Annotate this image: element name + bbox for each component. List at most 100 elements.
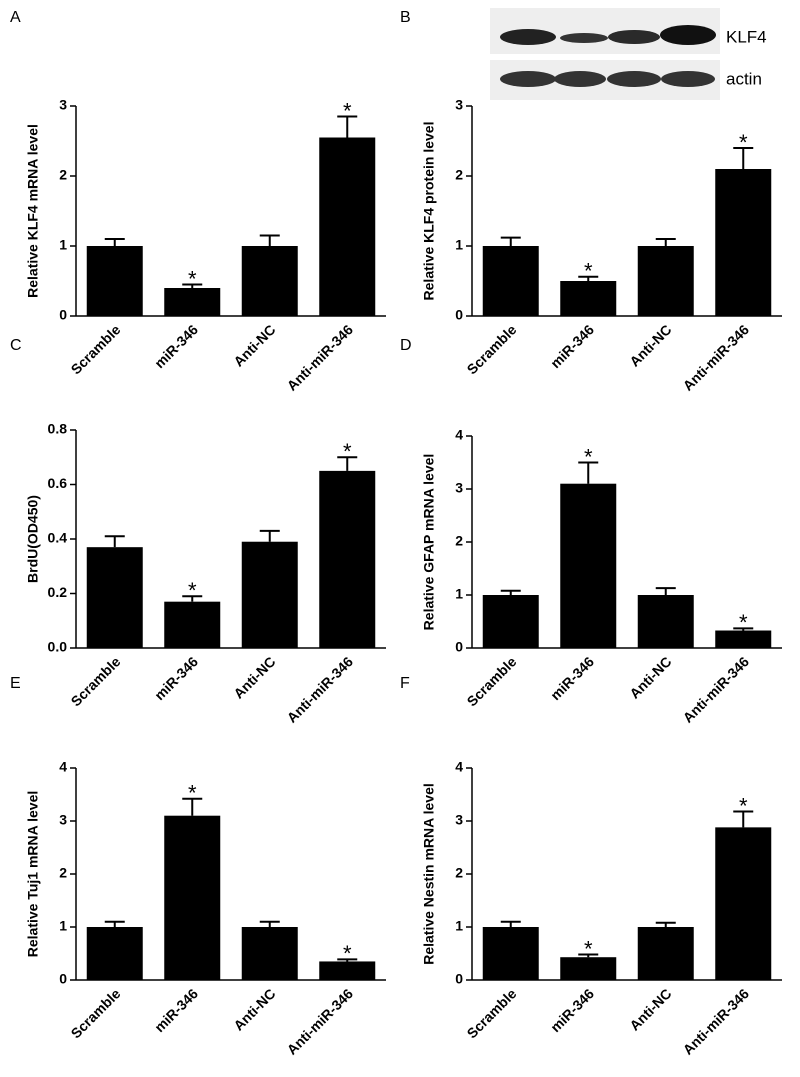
x-tick-label: Anti-NC [230, 653, 278, 701]
y-tick-label: 2 [455, 533, 463, 549]
blot-band [661, 71, 715, 87]
y-tick-label: 0 [455, 971, 463, 987]
x-tick-label: Anti-miR-346 [680, 985, 753, 1058]
y-tick-label: 0.8 [48, 421, 68, 437]
blot-band [608, 30, 660, 44]
y-tick-label: 1 [455, 918, 463, 934]
panel-label: C [10, 337, 22, 354]
error-bar [182, 283, 203, 288]
y-tick-label: 1 [59, 237, 67, 253]
error-bar [337, 456, 358, 471]
y-tick-label: 2 [455, 865, 463, 881]
x-tick-label: Anti-miR-346 [284, 653, 357, 726]
bar [482, 246, 539, 316]
y-tick-label: 4 [455, 759, 463, 775]
error-bar [259, 234, 280, 246]
bar [319, 137, 376, 316]
bar [560, 281, 617, 316]
bar [482, 927, 539, 980]
error-bar [182, 595, 203, 602]
error-bar [337, 115, 358, 138]
y-tick-label: 3 [59, 97, 67, 113]
y-tick-label: 2 [59, 167, 67, 183]
error-bar [500, 236, 521, 246]
y-axis-label: BrdU(OD450) [25, 495, 41, 583]
y-tick-label: 0.0 [48, 639, 68, 655]
blot-band [500, 29, 556, 45]
significance-marker: * [188, 578, 197, 603]
x-tick-label: miR-346 [547, 653, 597, 703]
bar [164, 815, 221, 980]
y-axis-label: Relative KLF4 protein level [421, 122, 437, 301]
y-tick-label: 4 [455, 427, 463, 443]
bar [637, 927, 694, 980]
y-tick-label: 3 [59, 812, 67, 828]
error-bar [655, 921, 676, 927]
y-axis-label: Relative GFAP mRNA level [421, 454, 437, 631]
western-blot [490, 8, 720, 100]
y-tick-label: 2 [59, 865, 67, 881]
y-tick-label: 0.2 [48, 584, 68, 600]
blot-band [500, 71, 556, 87]
bar [319, 470, 376, 648]
y-axis-label: Relative Tuj1 mRNA level [25, 791, 41, 958]
y-tick-label: 0 [59, 971, 67, 987]
error-bar [655, 587, 676, 595]
x-tick-label: miR-346 [151, 653, 201, 703]
y-axis-label: Relative Nestin mRNA level [421, 783, 437, 965]
bar [86, 927, 143, 980]
bar [319, 961, 376, 980]
y-tick-label: 3 [455, 97, 463, 113]
bar [241, 927, 298, 980]
error-bar [104, 920, 125, 927]
x-tick-label: Anti-miR-346 [680, 653, 753, 726]
x-tick-label: Anti-NC [626, 653, 674, 701]
error-bar [337, 958, 358, 962]
panel-label: E [10, 675, 21, 692]
x-tick-label: miR-346 [151, 985, 201, 1035]
significance-marker: * [739, 130, 748, 155]
y-tick-label: 0.6 [48, 475, 68, 491]
y-tick-label: 1 [455, 237, 463, 253]
error-bar [578, 275, 599, 281]
y-axis-label: Relative KLF4 mRNA level [25, 124, 41, 298]
significance-marker: * [188, 781, 197, 806]
x-tick-label: Anti-miR-346 [680, 321, 753, 394]
y-tick-label: 0 [455, 639, 463, 655]
bar [241, 246, 298, 316]
x-tick-label: Anti-NC [626, 321, 674, 369]
significance-marker: * [343, 439, 352, 464]
bar [482, 595, 539, 648]
significance-marker: * [343, 98, 352, 123]
blot-band [560, 33, 608, 43]
error-bar [104, 238, 125, 246]
significance-marker: * [739, 610, 748, 635]
significance-marker: * [739, 793, 748, 818]
x-tick-label: Anti-miR-346 [284, 985, 357, 1058]
bar [715, 630, 772, 648]
bar [164, 288, 221, 316]
bar [86, 246, 143, 316]
bar [560, 483, 617, 648]
error-bar [733, 810, 754, 828]
blot-label: KLF4 [726, 27, 767, 46]
y-tick-label: 0.4 [48, 530, 68, 546]
bar [637, 595, 694, 648]
blot-band [660, 25, 716, 45]
x-tick-label: Scramble [464, 985, 520, 1041]
y-tick-label: 0 [59, 307, 67, 323]
x-tick-label: Anti-NC [230, 321, 278, 369]
x-tick-label: Anti-NC [230, 985, 278, 1033]
x-tick-label: miR-346 [547, 321, 597, 371]
x-tick-label: miR-346 [151, 321, 201, 371]
error-bar [578, 953, 599, 958]
x-tick-label: Scramble [68, 985, 124, 1041]
bar [715, 169, 772, 316]
panel-label: D [400, 337, 412, 354]
y-tick-label: 1 [455, 586, 463, 602]
significance-marker: * [584, 444, 593, 469]
bar [715, 827, 772, 980]
bar [241, 541, 298, 648]
error-bar [733, 147, 754, 169]
